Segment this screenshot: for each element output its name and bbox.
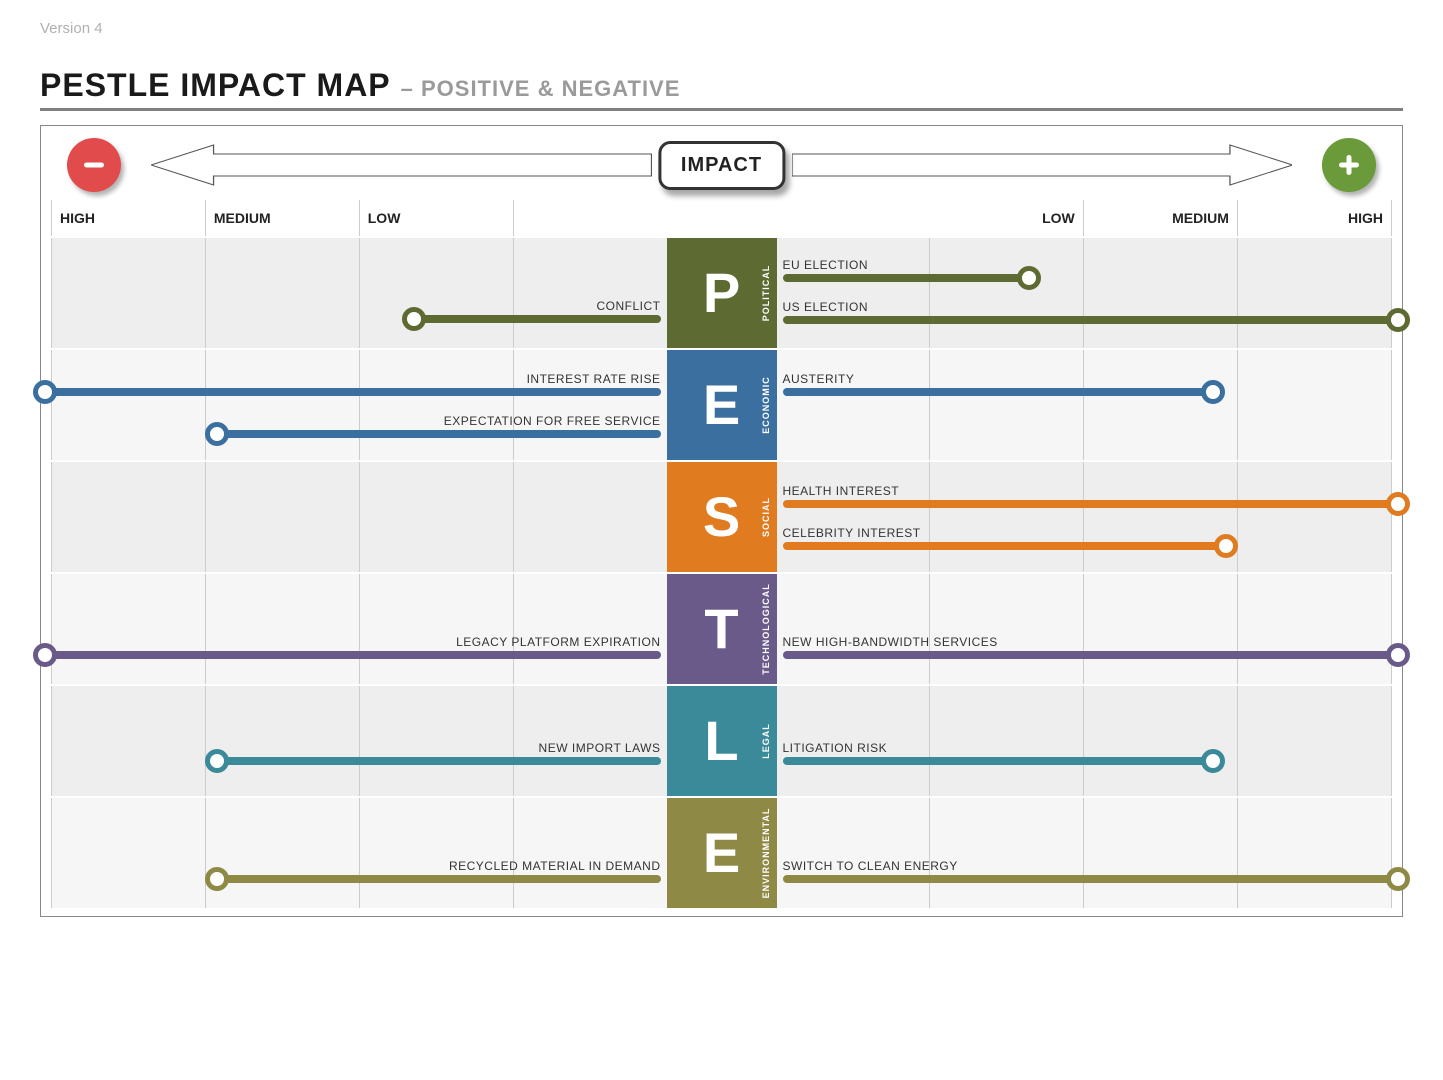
version-label: Version 4	[40, 20, 1403, 37]
impact-bar: CONFLICT	[414, 299, 660, 323]
impact-bar-knob	[1386, 643, 1410, 667]
chart-frame: IMPACT HIGH MEDIUM LOW LOW MEDIUM HIGH	[40, 125, 1403, 917]
scale-row: HIGH MEDIUM LOW LOW MEDIUM HIGH	[51, 200, 1392, 236]
impact-bar: NEW HIGH-BANDWIDTH SERVICES	[783, 635, 1399, 659]
impact-bar: LEGACY PLATFORM EXPIRATION	[45, 635, 661, 659]
category-letter: S	[703, 489, 740, 545]
category-label: POLITICAL	[761, 265, 771, 322]
impact-bar-knob	[1386, 867, 1410, 891]
impact-bar-track	[45, 651, 661, 659]
impact-bar-track	[783, 388, 1214, 396]
scale-medium-right: MEDIUM	[1164, 210, 1237, 226]
plus-icon	[1322, 138, 1376, 192]
impact-bar-knob	[33, 643, 57, 667]
scale-low-right: LOW	[1034, 210, 1083, 226]
category-block: L LEGAL	[667, 686, 777, 796]
scale-low-left: LOW	[360, 210, 409, 226]
impact-bar-label: NEW HIGH-BANDWIDTH SERVICES	[783, 635, 1399, 649]
impact-bar-track	[783, 651, 1399, 659]
category-label: SOCIAL	[761, 497, 771, 537]
impact-bar: AUSTERITY	[783, 372, 1214, 396]
category-label: ENVIRONMENTAL	[761, 808, 771, 899]
impact-bar-track	[783, 757, 1214, 765]
impact-bar: EU ELECTION	[783, 258, 1029, 282]
category-row: LEGACY PLATFORM EXPIRATIONTTECHNOLOGICAL…	[51, 574, 1392, 684]
category-row: CONFLICTPPOLITICALEU ELECTIONUS ELECTION	[51, 238, 1392, 348]
impact-bar: SWITCH TO CLEAN ENERGY	[783, 859, 1399, 883]
impact-bar: INTEREST RATE RISE	[45, 372, 661, 396]
impact-bar-knob	[1201, 749, 1225, 773]
arrow-left-icon	[151, 142, 652, 188]
impact-bar: HEALTH INTEREST	[783, 484, 1399, 508]
impact-bar-label: CELEBRITY INTEREST	[783, 526, 1226, 540]
impact-bar-track	[783, 542, 1226, 550]
impact-bar: US ELECTION	[783, 300, 1399, 324]
impact-bar-track	[783, 500, 1399, 508]
category-letter: L	[704, 713, 738, 769]
impact-bar: RECYCLED MATERIAL IN DEMAND	[217, 859, 660, 883]
impact-bar-label: EU ELECTION	[783, 258, 1029, 272]
category-block: S SOCIAL	[667, 462, 777, 572]
impact-bar: NEW IMPORT LAWS	[217, 741, 660, 765]
category-label: TECHNOLOGICAL	[761, 583, 771, 675]
impact-bar: EXPECTATION FOR FREE SERVICE	[217, 414, 660, 438]
arrow-right-icon	[792, 142, 1293, 188]
category-letter: E	[703, 825, 740, 881]
impact-bar-track	[217, 757, 660, 765]
impact-bar-knob	[33, 380, 57, 404]
impact-bar-knob	[1017, 266, 1041, 290]
impact-bar-label: NEW IMPORT LAWS	[217, 741, 660, 755]
category-block: E ENVIRONMENTAL	[667, 798, 777, 908]
impact-bar-knob	[402, 307, 426, 331]
impact-bar-track	[783, 316, 1399, 324]
rows-container: CONFLICTPPOLITICALEU ELECTIONUS ELECTION…	[51, 238, 1392, 908]
category-row: NEW IMPORT LAWS L LEGAL LITIGATION RISK	[51, 686, 1392, 796]
scale-medium-left: MEDIUM	[206, 210, 279, 226]
impact-bar-track	[783, 875, 1399, 883]
title-row: PESTLE IMPACT MAP – POSITIVE & NEGATIVE	[40, 67, 1403, 111]
category-label: LEGAL	[761, 723, 771, 759]
category-label: ECONOMIC	[761, 376, 771, 434]
impact-bar: CELEBRITY INTEREST	[783, 526, 1226, 550]
impact-bar-label: LITIGATION RISK	[783, 741, 1214, 755]
impact-bar-track	[783, 274, 1029, 282]
impact-bar-label: US ELECTION	[783, 300, 1399, 314]
impact-bar-track	[45, 388, 661, 396]
impact-badge: IMPACT	[658, 141, 785, 190]
scale-high-right: HIGH	[1340, 210, 1391, 226]
impact-bar-label: CONFLICT	[414, 299, 660, 313]
impact-bar-knob	[1386, 492, 1410, 516]
impact-bar-label: HEALTH INTEREST	[783, 484, 1399, 498]
impact-bar-knob	[1214, 534, 1238, 558]
impact-bar-track	[217, 875, 660, 883]
impact-bar-knob	[1386, 308, 1410, 332]
category-row: RECYCLED MATERIAL IN DEMAND E ENVIRONMENTA…	[51, 798, 1392, 908]
impact-bar-label: INTEREST RATE RISE	[45, 372, 661, 386]
impact-bar-track	[414, 315, 660, 323]
impact-bar-label: SWITCH TO CLEAN ENERGY	[783, 859, 1399, 873]
category-letter: P	[703, 265, 740, 321]
scale-high-left: HIGH	[52, 210, 103, 226]
impact-bar-label: AUSTERITY	[783, 372, 1214, 386]
impact-bar-knob	[205, 422, 229, 446]
impact-bar-knob	[1201, 380, 1225, 404]
minus-icon	[67, 138, 121, 192]
category-row: SSOCIALHEALTH INTERESTCELEBRITY INTEREST	[51, 462, 1392, 572]
impact-bar-label: LEGACY PLATFORM EXPIRATION	[45, 635, 661, 649]
impact-bar-knob	[205, 867, 229, 891]
header-row: IMPACT	[51, 134, 1392, 196]
impact-bar-label: RECYCLED MATERIAL IN DEMAND	[217, 859, 660, 873]
title-sub: – POSITIVE & NEGATIVE	[401, 76, 681, 102]
category-block: T TECHNOLOGICAL	[667, 574, 777, 684]
category-block: P POLITICAL	[667, 238, 777, 348]
impact-bar-track	[217, 430, 660, 438]
impact-bar-label: EXPECTATION FOR FREE SERVICE	[217, 414, 660, 428]
category-letter: E	[703, 377, 740, 433]
category-row: INTEREST RATE RISEEXPECTATION FOR FREE S…	[51, 350, 1392, 460]
impact-bar: LITIGATION RISK	[783, 741, 1214, 765]
title-main: PESTLE IMPACT MAP	[40, 67, 391, 104]
category-block: E ECONOMIC	[667, 350, 777, 460]
category-letter: T	[704, 601, 738, 657]
impact-bar-knob	[205, 749, 229, 773]
